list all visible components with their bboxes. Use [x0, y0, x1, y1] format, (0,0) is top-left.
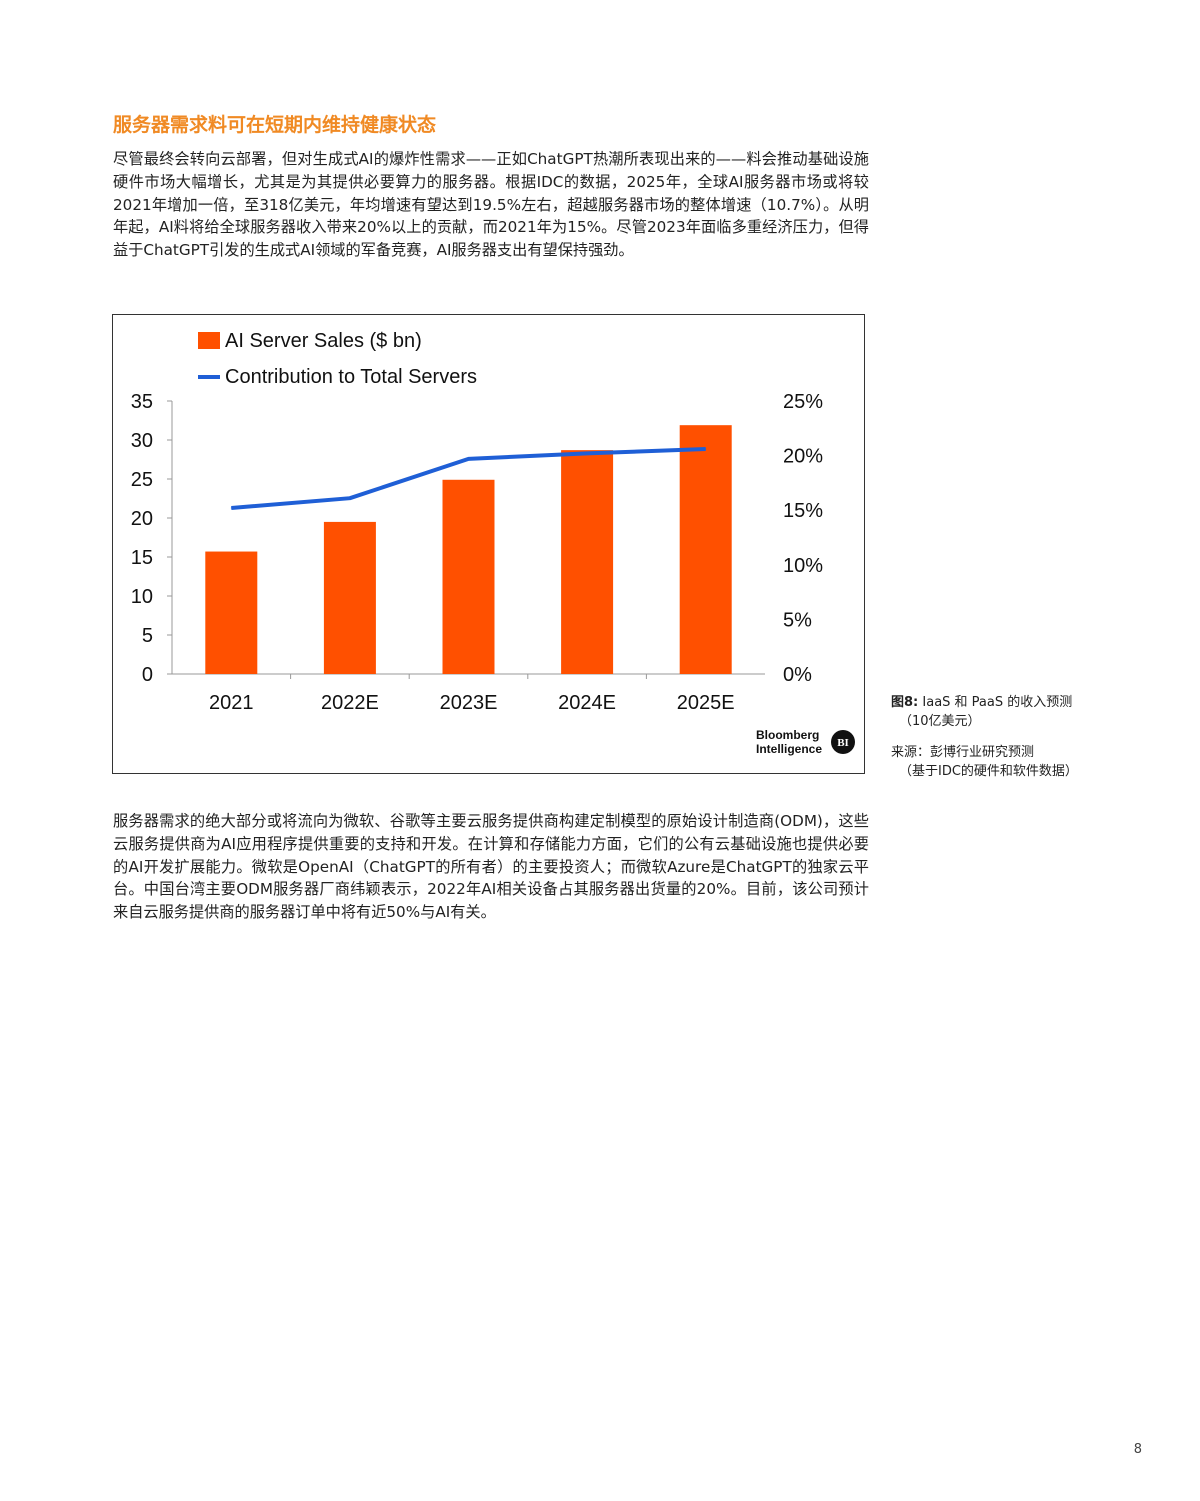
- legend-bar-swatch: [198, 332, 220, 349]
- axes: 0 5 10 15 20 25 30 35 0% 5% 10% 15% 20% 25% 2021 2022E 2…: [131, 391, 823, 714]
- line-point-2022E: [349, 497, 351, 499]
- caption-label: 图8:: [891, 695, 919, 710]
- line-point-2021: [230, 507, 232, 509]
- y-left-tick-label: 35: [131, 391, 153, 413]
- y-left-tick-label: 20: [131, 508, 153, 530]
- y-right-tick-label: 0%: [783, 664, 812, 686]
- caption-title: 图8: IaaS 和 PaaS 的收入预测: [891, 693, 1131, 712]
- bar-2022E: [323, 521, 376, 674]
- bar-2024E: [561, 450, 614, 674]
- combo-chart: AI Server Sales ($ bn) Contribution to T…: [131, 330, 855, 756]
- paragraph-intro: 尽管最终会转向云部署，但对生成式AI的爆炸性需求——正如ChatGPT热潮所表现…: [113, 150, 869, 260]
- x-tick-label: 2021: [209, 692, 254, 714]
- bloomberg-logo: Bloomberg Intelligence BI: [756, 728, 855, 756]
- page-number: 8: [1133, 1442, 1142, 1457]
- bar-2025E: [679, 425, 732, 674]
- y-left-tick-label: 5: [142, 625, 153, 647]
- logo-badge-circle: [831, 730, 855, 754]
- x-tick-label: 2024E: [558, 692, 616, 714]
- y-right-tick-label: 15%: [783, 500, 823, 522]
- y-right-tick-label: 20%: [783, 446, 823, 468]
- line-point-2025E: [705, 448, 707, 450]
- legend: AI Server Sales ($ bn) Contribution to T…: [198, 330, 477, 388]
- logo-text-intelligence: Intelligence: [756, 742, 822, 756]
- caption-source: 来源：彭博行业研究预测: [891, 745, 1035, 760]
- line-point-2024E: [586, 452, 588, 454]
- bar-series: [205, 425, 732, 674]
- logo-badge-text: BI: [837, 737, 849, 749]
- y-left-tick-label: 15: [131, 547, 153, 569]
- y-left-tick-label: 25: [131, 469, 153, 491]
- x-tick-label: 2022E: [321, 692, 379, 714]
- y-left-tick-label: 30: [131, 430, 153, 452]
- section-heading: 服务器需求料可在短期内维持健康状态: [113, 114, 437, 136]
- chart-figure: AI Server Sales ($ bn) Contribution to T…: [112, 314, 865, 774]
- y-left-tick-label: 0: [142, 664, 153, 686]
- bar-2021: [205, 551, 258, 674]
- figure-caption: 图8: IaaS 和 PaaS 的收入预测 （10亿美元） 来源：彭博行业研究预…: [891, 693, 1131, 781]
- caption-unit: （10亿美元）: [899, 714, 981, 729]
- caption-source-detail: （基于IDC的硬件和软件数据）: [899, 764, 1078, 779]
- line-point-2023E: [468, 458, 469, 460]
- y-right-tick-label: 25%: [783, 391, 823, 413]
- y-right-tick-label: 5%: [783, 609, 812, 631]
- paragraph-odm: 服务器需求的绝大部分或将流向为微软、谷歌等主要云服务提供商构建定制模型的原始设计…: [113, 812, 869, 922]
- x-tick-label: 2023E: [440, 692, 498, 714]
- line-series: [230, 447, 707, 511]
- y-right-tick-label: 10%: [783, 555, 823, 577]
- x-tick-label: 2025E: [677, 692, 735, 714]
- bar-2023E: [442, 479, 495, 674]
- legend-line-label: Contribution to Total Servers: [225, 366, 477, 388]
- logo-text-bloomberg: Bloomberg: [756, 728, 819, 742]
- legend-bar-label: AI Server Sales ($ bn): [225, 330, 422, 352]
- caption-title-text: IaaS 和 PaaS 的收入预测: [922, 695, 1073, 710]
- y-left-tick-label: 10: [131, 586, 153, 608]
